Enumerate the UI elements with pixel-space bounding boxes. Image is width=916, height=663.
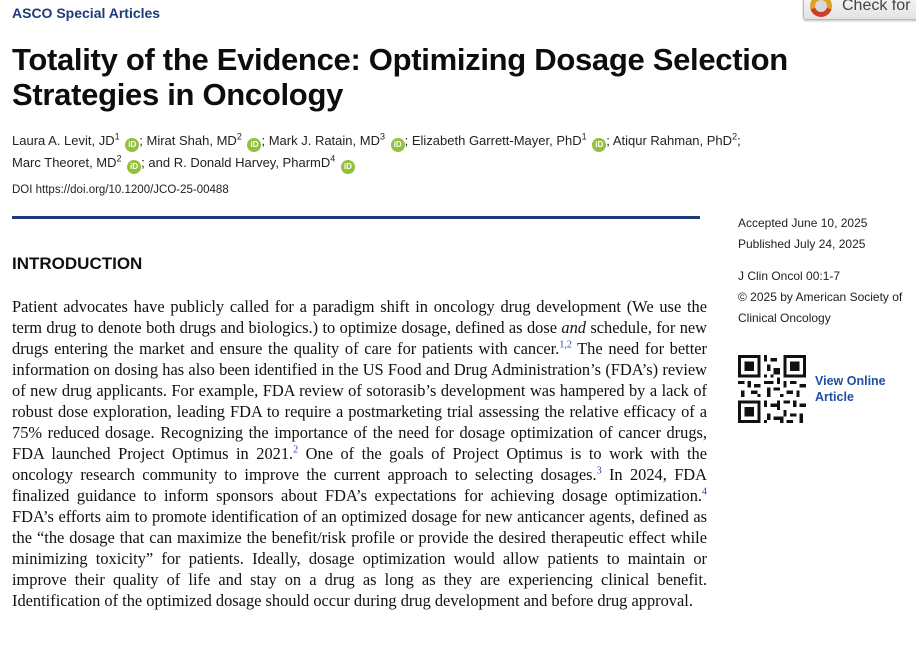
article-title: Totality of the Evidence: Optimizing Dos…	[12, 42, 788, 112]
author-name: R. Donald Harvey, PharmD	[173, 155, 331, 170]
body-text-segment: Patient advocates have publicly called f…	[12, 297, 707, 337]
author: Atiqur Rahman, PhD2	[612, 131, 738, 148]
author: Mark J. Ratain, MD3 iD	[268, 131, 405, 152]
body-text-segment: FDA’s efforts aim to promote identificat…	[12, 507, 707, 610]
body-text-segment: The need for better information on dosin…	[12, 339, 707, 463]
orcid-icon[interactable]: iD	[247, 138, 262, 152]
author: Elizabeth Garrett-Mayer, PhD1 iD	[411, 131, 607, 152]
orcid-icon[interactable]: iD	[340, 160, 355, 174]
body-text-segment: In 2024, FDA finalized guidance to infor…	[12, 465, 707, 505]
emphasis-text: and	[561, 318, 586, 337]
author-affiliation: 3	[379, 131, 385, 142]
section-tag: ASCO Special Articles	[12, 5, 161, 21]
crossmark-icon	[810, 0, 832, 17]
copyright-notice: © 2025 by American Society of Clinical O…	[738, 290, 903, 325]
view-online-article-link[interactable]: View Online Article	[815, 374, 886, 404]
author-affiliation: 2	[732, 131, 738, 142]
author-name: Mark J. Ratain, MD	[268, 133, 380, 148]
author-separator: ;	[261, 133, 266, 148]
check-for-updates-badge[interactable]: Check for	[803, 0, 916, 20]
author: R. Donald Harvey, PharmD4 iD	[173, 153, 355, 174]
journal-citation: J Clin Oncol 00:1-7	[738, 269, 841, 283]
section-heading: INTRODUCTION	[12, 254, 143, 273]
doi-link[interactable]: DOI https://doi.org/10.1200/JCO-25-00488	[12, 184, 229, 196]
citation-reference[interactable]: 4	[702, 486, 707, 498]
introduction-paragraph: Patient advocates have publicly called f…	[12, 296, 707, 611]
body-text-segment: schedule, for new drugs entering the mar…	[12, 318, 708, 358]
orcid-icon[interactable]: iD	[592, 138, 607, 152]
author-separator: ;	[737, 133, 741, 148]
body-text-segment: One of the goals of Project Optimus is t…	[12, 444, 707, 484]
citation-reference[interactable]: 2	[293, 444, 299, 456]
author-separator: ; and	[141, 155, 171, 170]
citation-reference[interactable]: 3	[596, 465, 602, 477]
author: Laura A. Levit, JD1 iD	[12, 131, 140, 152]
citation-reference[interactable]: 1,2	[559, 339, 572, 351]
check-for-updates-label: Check for	[842, 0, 911, 14]
author-name: Elizabeth Garrett-Mayer, PhD	[411, 133, 582, 148]
orcid-icon[interactable]: iD	[127, 160, 142, 174]
author-affiliation: 2	[116, 153, 122, 164]
author: Mirat Shah, MD2 iD	[146, 131, 262, 152]
qr-code-icon	[738, 355, 806, 423]
accepted-date: Accepted June 10, 2025	[738, 216, 868, 230]
author-name: Laura A. Levit, JD	[12, 133, 115, 148]
author-name: Atiqur Rahman, PhD	[612, 133, 733, 148]
author-name: Marc Theoret, MD	[12, 155, 117, 170]
author-affiliation: 4	[330, 153, 336, 164]
published-date: Published July 24, 2025	[738, 237, 866, 251]
orcid-icon[interactable]: iD	[390, 138, 405, 152]
header-divider	[12, 216, 700, 219]
author-affiliation: 1	[581, 131, 587, 142]
author-list: Laura A. Levit, JD1 iD; Mirat Shah, MD2 …	[12, 130, 812, 174]
author-separator: ;	[139, 133, 143, 148]
author-separator: ;	[606, 133, 610, 148]
orcid-icon[interactable]: iD	[125, 138, 140, 152]
author-affiliation: 2	[236, 131, 242, 142]
author: Marc Theoret, MD2 iD	[12, 153, 142, 174]
author-name: Mirat Shah, MD	[146, 133, 237, 148]
author-separator: ;	[404, 133, 409, 148]
article-sidebar: Accepted June 10, 2025 Published July 24…	[738, 213, 914, 329]
author-affiliation: 1	[114, 131, 120, 142]
